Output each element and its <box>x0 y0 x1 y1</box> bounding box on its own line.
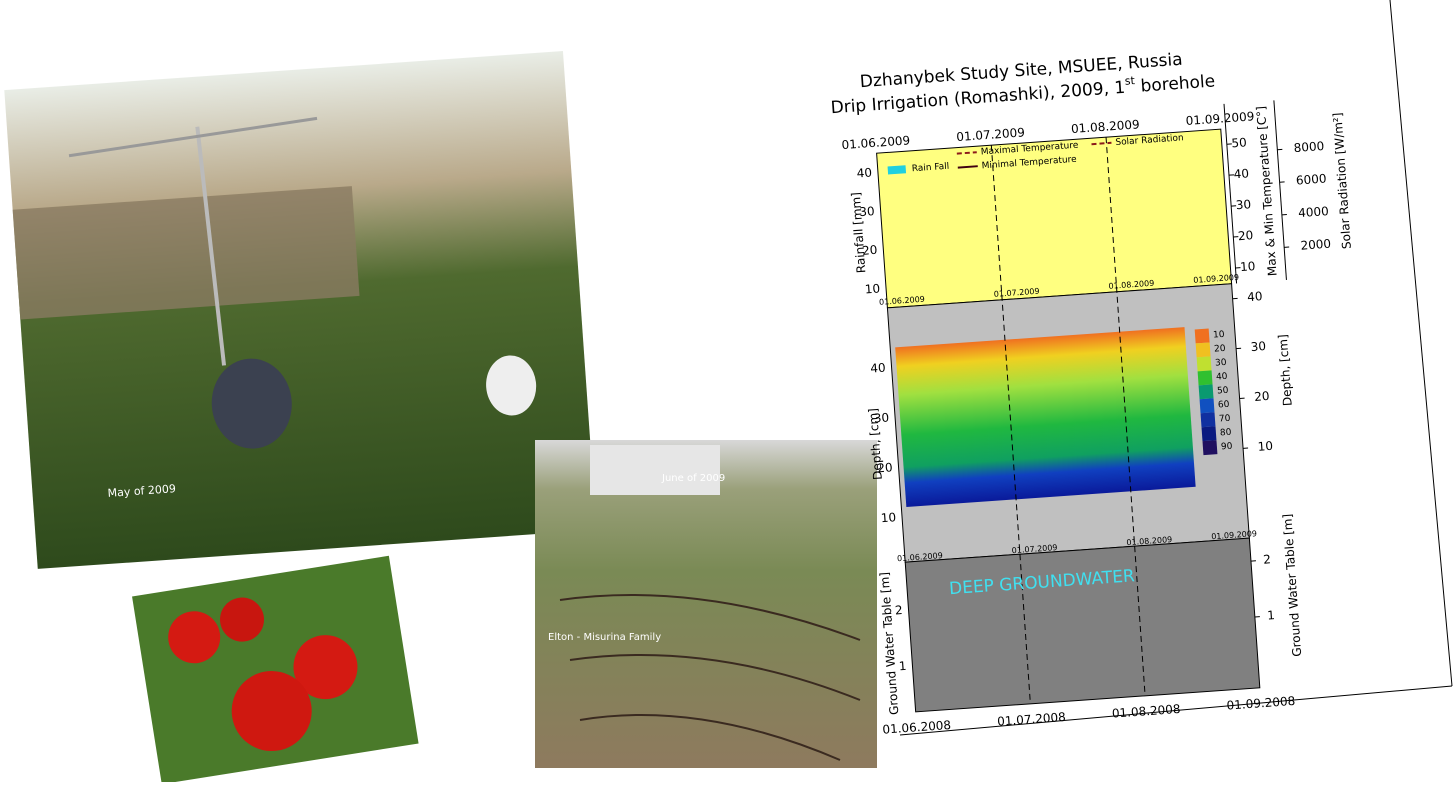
tick-label: 10 <box>1240 259 1256 274</box>
date-label-small: 01.09.2009 <box>1193 273 1239 285</box>
tick-label: 10 <box>864 281 880 296</box>
photo-tomatoes <box>132 556 419 782</box>
legend-swatch <box>888 165 907 174</box>
tick-label: 2 <box>894 603 903 617</box>
colorbar-swatch <box>1201 412 1216 427</box>
date-label: 01.07.2008 <box>997 710 1067 729</box>
colorbar-label: 70 <box>1219 414 1231 425</box>
frame-line <box>1390 0 1452 686</box>
photo-caption: Elton - Misurina Family <box>548 632 661 643</box>
tick-label: 1 <box>898 659 907 673</box>
colorbar-swatch <box>1197 356 1212 371</box>
colorbar-label: 40 <box>1216 372 1228 383</box>
colorbar-label: 60 <box>1218 400 1230 411</box>
tick-label: 6000 <box>1296 172 1327 188</box>
tick-label: 30 <box>1235 197 1251 212</box>
date-label-small: 01.09.2009 <box>1211 529 1257 541</box>
colorbar-swatch <box>1198 370 1213 385</box>
tick-label: 2 <box>1263 552 1272 566</box>
photo-caption: June of 2009 <box>661 473 725 484</box>
colorbar-swatch <box>1196 342 1211 357</box>
date-label: 01.09.2008 <box>1226 694 1296 713</box>
colorbar-label: 30 <box>1215 358 1227 369</box>
date-label: 01.09.2009 <box>1185 109 1255 128</box>
tick-label: 40 <box>870 361 886 376</box>
axis-label: Ground Water Table [m] <box>1280 513 1304 657</box>
tick-label: 40 <box>1247 289 1263 304</box>
tick-label: 10 <box>1257 439 1273 454</box>
date-label: 01.06.2008 <box>882 718 952 737</box>
axis-label: Depth, [cm] <box>1276 334 1295 407</box>
colorbar-label: 20 <box>1214 344 1226 355</box>
colorbar-swatch <box>1199 384 1214 399</box>
tick-label: 8000 <box>1293 139 1324 155</box>
date-label: 01.07.2009 <box>956 125 1026 144</box>
colorbar-label: 10 <box>1213 330 1225 341</box>
tick-label: 4000 <box>1298 204 1329 220</box>
tick-label: 50 <box>1231 135 1247 150</box>
colorbar-swatch <box>1202 426 1217 441</box>
tick-label: 20 <box>1238 228 1254 243</box>
legend-swatch <box>957 152 977 153</box>
axis-label: Ground Water Table [m] <box>877 572 901 716</box>
figure: Dzhanybek Study Site, MSUEE, Russia Drip… <box>828 39 1385 738</box>
tick-label: 2000 <box>1300 237 1331 253</box>
colorbar-label: 80 <box>1220 428 1232 439</box>
legend-swatch <box>958 166 978 167</box>
colorbar-swatch <box>1200 398 1215 413</box>
photo-june: June of 2009 Elton - Misurina Family <box>535 440 877 768</box>
moisture-map <box>895 327 1195 507</box>
legend-swatch <box>1091 143 1111 144</box>
colorbar-swatch <box>1202 440 1217 455</box>
tick-label: 20 <box>1254 389 1270 404</box>
axis-label: Solar Radiation [W/m²] <box>1330 112 1354 249</box>
tick-label: 40 <box>856 165 872 180</box>
colorbar-swatch <box>1195 328 1210 343</box>
date-label: 01.08.2008 <box>1111 702 1181 721</box>
tick-label: 40 <box>1233 166 1249 181</box>
colorbar-label: 90 <box>1221 442 1233 453</box>
colorbar-label: 50 <box>1217 386 1229 397</box>
panel-groundwater <box>905 538 1260 712</box>
tick-label: 30 <box>1250 339 1266 354</box>
tick-label: 10 <box>880 510 896 525</box>
date-label: 01.08.2009 <box>1071 117 1141 136</box>
title-part: borehole <box>1135 71 1216 97</box>
tick-label: 1 <box>1267 608 1276 622</box>
photo-may: May of 2009 <box>4 51 596 569</box>
date-label: 01.06.2009 <box>841 133 911 152</box>
